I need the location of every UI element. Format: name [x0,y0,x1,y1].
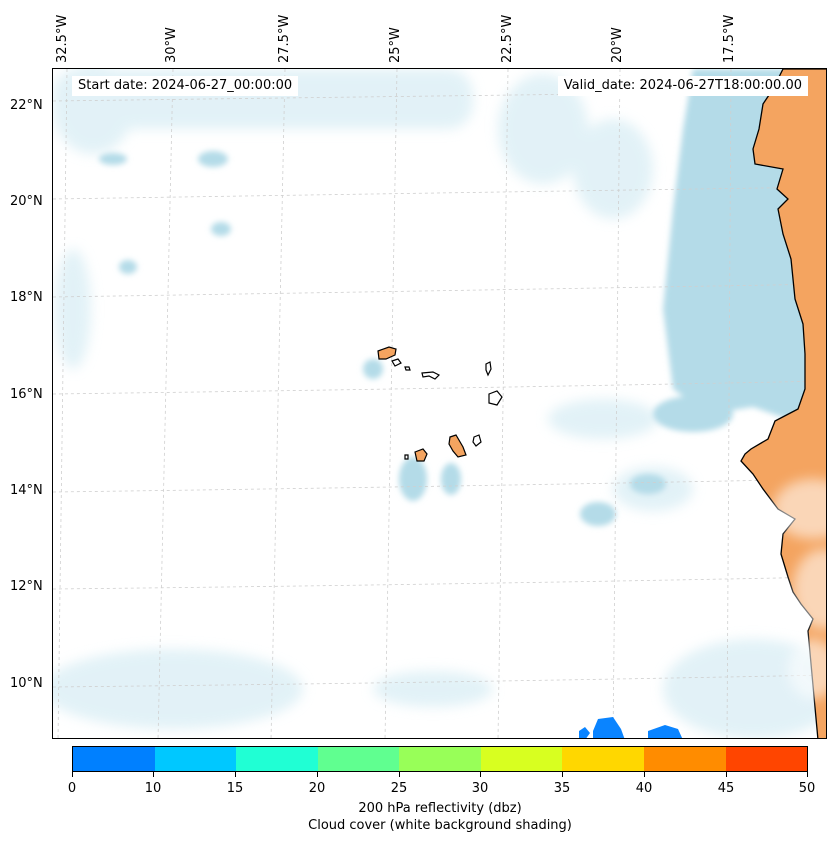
lon-label-32-5w: 32.5°W [55,14,70,63]
island-sal [485,361,492,377]
island-sao-vicente [391,358,402,367]
island-santo-antao [377,346,397,360]
start-date-label: Start date: 2024-06-27_00:00:00 [72,76,299,96]
lon-label-22-5w: 22.5°W [500,14,515,63]
colorbar-tick-label-0: 0 [67,781,77,796]
lon-label-20w: 20°W [610,27,625,63]
colorbar-tick [562,772,563,777]
colorbar-tick-label-25: 25 [390,781,408,796]
island-boa-vista [488,390,503,406]
colorbar-tick [480,772,481,777]
colorbar-bin-0-10 [73,747,155,771]
cloud-faint [53,69,826,738]
colorbar-tick-label-40: 40 [635,781,653,796]
colorbar-tick [153,772,154,777]
colorbar-tick-label-50: 50 [798,781,816,796]
colorbar-tick [317,772,318,777]
graticule [53,69,826,738]
colorbar-title: 200 hPa reflectivity (dbz) [358,801,522,816]
colorbar-bin-15-20 [236,747,318,771]
cape-verde-islands [377,346,503,462]
colorbar-tick-label-35: 35 [553,781,571,796]
island-santa-luzia [404,366,411,371]
lat-label-16n: 16°N [10,387,43,402]
colorbar-tick-label-15: 15 [226,781,244,796]
colorbar-bin-40-45 [643,747,726,771]
lat-label-18n: 18°N [10,290,43,305]
colorbar-subtitle: Cloud cover (white background shading) [308,818,572,833]
colorbar-tick [726,772,727,777]
cloud-cover [99,69,826,526]
lat-label-20n: 20°N [10,194,43,209]
colorbar-tick [399,772,400,777]
lat-label-22n: 22°N [10,98,43,113]
colorbar-tick-label-10: 10 [144,781,162,796]
valid-date-label: Valid_date: 2024-06-27T18:00:00.00 [557,76,808,96]
colorbar-bin-35-40 [562,747,644,771]
lat-label-10n: 10°N [10,676,43,691]
colorbar-bin-30-35 [480,747,563,771]
lat-label-12n: 12°N [10,579,43,594]
lon-label-30w: 30°W [164,27,179,63]
map-canvas [53,69,826,738]
colorbar-tick-label-20: 20 [308,781,326,796]
lon-label-25w: 25°W [388,27,403,63]
island-sao-nicolau [421,371,441,380]
map-panel[interactable] [52,68,827,739]
colorbar-tick-label-45: 45 [717,781,735,796]
island-brava [404,454,409,460]
lat-label-14n: 14°N [10,483,43,498]
island-maio [472,434,482,447]
coast-cloud-wash [773,479,826,699]
colorbar-tick [235,772,236,777]
colorbar-tick [72,772,73,777]
colorbar-tick-label-30: 30 [471,781,489,796]
reflectivity-blobs [579,717,683,738]
colorbar [72,746,808,772]
colorbar-tick [807,772,808,777]
colorbar-bin-25-30 [399,747,481,771]
colorbar-bin-45-50 [725,747,808,771]
colorbar-bin-20-25 [317,747,400,771]
lon-label-17-5w: 17.5°W [722,14,737,63]
island-fogo [414,448,428,462]
island-santiago [448,434,467,458]
colorbar-bin-10-15 [154,747,237,771]
lon-label-27-5w: 27.5°W [277,14,292,63]
colorbar-tick [644,772,645,777]
